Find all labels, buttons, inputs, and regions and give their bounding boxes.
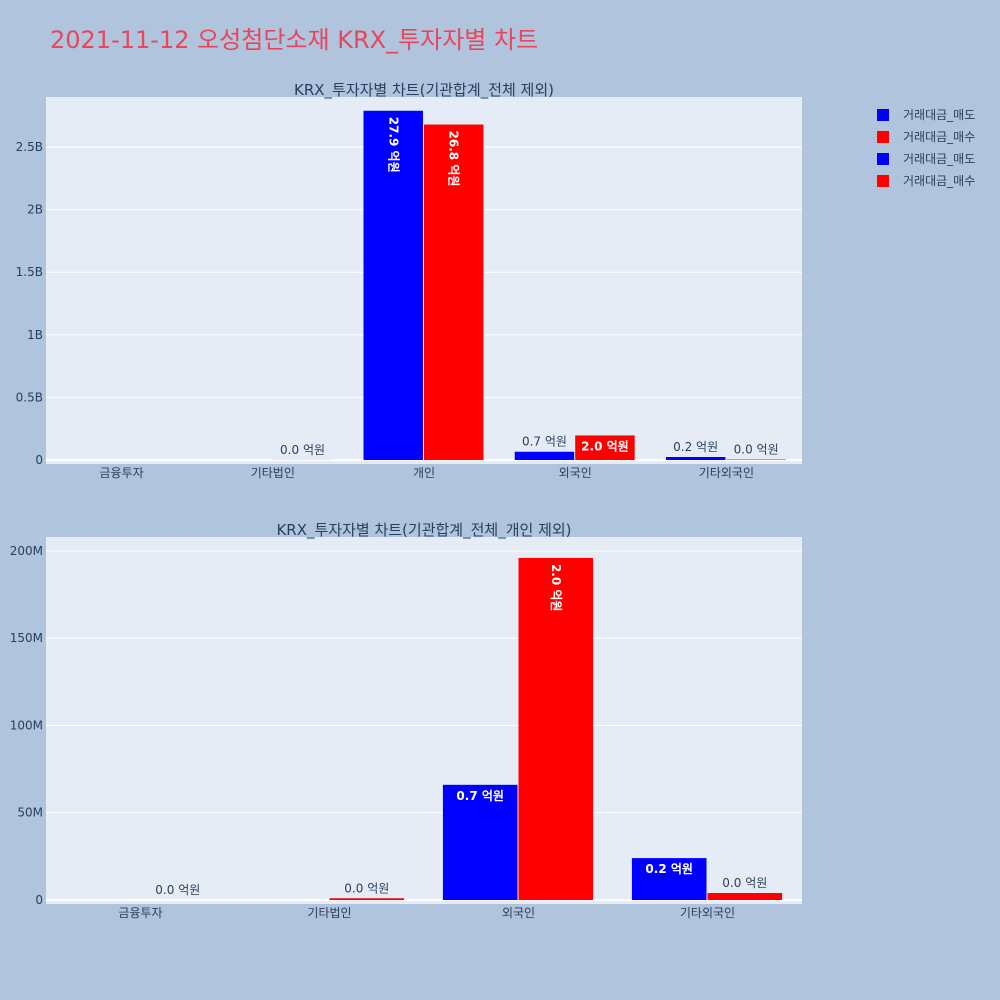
legend-swatch <box>877 175 889 187</box>
chart-title: KRX_투자자별 차트(기관합계_전체 제외) <box>294 81 554 100</box>
x-tick-label: 기타외국인 <box>680 906 735 920</box>
legend-entry: 거래대금_매수 <box>903 130 975 144</box>
bar-value-label: 0.7 억원 <box>522 435 567 449</box>
bar <box>665 456 726 460</box>
y-tick-label: 0 <box>35 893 43 907</box>
y-tick-label: 200M <box>10 544 43 558</box>
y-tick-label: 100M <box>10 718 43 732</box>
bar-value-label: 27.9 억원 <box>386 117 400 173</box>
bar <box>424 124 484 460</box>
y-tick-label: 1.5B <box>16 265 43 279</box>
y-tick-label: 2B <box>27 203 43 217</box>
y-tick-label: 1B <box>27 328 43 342</box>
bar-value-label: 0.2 억원 <box>645 862 693 876</box>
bar-value-label: 0.0 억원 <box>734 442 779 456</box>
bar <box>363 110 423 460</box>
bar-value-label: 0.0 억원 <box>155 883 200 897</box>
x-tick-label: 금융투자 <box>118 906 162 920</box>
bar-value-label: 2.0 억원 <box>581 439 629 453</box>
y-tick-label: 0 <box>35 453 43 467</box>
chart-panel-excl-individual: 0 50M 100M 150M 200M KRX_투자자별 차트(기관합계_전체_개인 제… <box>10 521 802 920</box>
bar <box>726 459 786 460</box>
x-tick-label: 기타법인 <box>251 466 295 480</box>
y-tick-label: 50M <box>17 806 43 820</box>
bar <box>518 557 594 900</box>
bar <box>575 435 635 460</box>
legend-entry: 거래대금_매도 <box>903 108 975 122</box>
x-tick-label: 기타법인 <box>307 906 351 920</box>
x-tick-label: 기타외국인 <box>699 466 754 480</box>
bar-value-label: 0.7 억원 <box>456 789 504 803</box>
legend-entry: 거래대금_매수 <box>903 174 975 188</box>
bar <box>442 784 518 900</box>
y-tick-label: 2.5B <box>16 140 43 154</box>
chart-title: KRX_투자자별 차트(기관합계_전체_개인 제외) <box>276 521 571 540</box>
bar <box>514 451 575 460</box>
bar-value-label: 2.0 억원 <box>549 564 563 612</box>
bar-value-label: 0.0 억원 <box>344 881 389 895</box>
legend-swatch <box>877 131 889 143</box>
bar-value-label: 0.0 억원 <box>280 443 325 457</box>
chart-panel-all: 0 0.5B 1B 1.5B 2B 2.5B KRX_투자자별 차트(기관합계_전체 제외)… <box>16 81 802 480</box>
legend-swatch <box>877 109 889 121</box>
bar-value-label: 0.0 억원 <box>722 876 767 890</box>
x-tick-label: 개인 <box>413 466 435 480</box>
bar-value-label: 0.2 억원 <box>673 440 718 454</box>
y-tick-label: 0.5B <box>16 390 43 404</box>
x-tick-label: 금융투자 <box>100 466 144 480</box>
bar <box>631 858 707 900</box>
figure-title: 2021-11-12 오성첨단소재 KRX_투자자별 차트 <box>50 26 538 54</box>
x-tick-label: 외국인 <box>502 906 535 920</box>
plot-area <box>46 537 802 904</box>
x-tick-label: 외국인 <box>559 466 592 480</box>
y-tick-label: 150M <box>10 631 43 645</box>
legend-entry: 거래대금_매도 <box>903 152 975 166</box>
bar <box>329 898 405 900</box>
bar-value-label: 26.8 억원 <box>447 131 461 187</box>
legend-swatch <box>877 153 889 165</box>
bar <box>707 893 783 900</box>
